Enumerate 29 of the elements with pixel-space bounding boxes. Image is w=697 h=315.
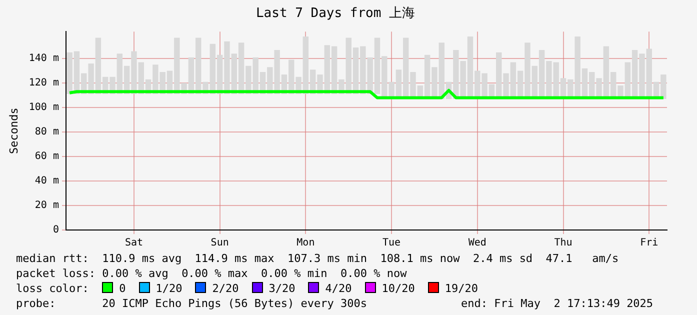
- y-tick-label: 80 m: [34, 126, 59, 138]
- text: packet loss: 0.00 % avg 0.00 % max 0.00 % min 0.00 % now: [16, 266, 408, 281]
- text: loss color:: [16, 282, 89, 295]
- text: 0: [119, 282, 126, 295]
- text: median rtt: 110.9 ms avg 114.9 ms max 107.3 ms min 108.1 ms now 2.4 ms sd 47.1 am/s: [16, 251, 619, 266]
- y-tick-label: 100 m: [28, 102, 59, 114]
- text: 3/20: [268, 282, 296, 295]
- chart-title: Last 7 Days from 上海: [256, 6, 416, 22]
- text: 4/20: [325, 282, 352, 295]
- y-tick-label: 60 m: [34, 151, 59, 162]
- text: 2/20: [212, 282, 239, 295]
- text: 19/20: [444, 282, 478, 295]
- y-axis-title: Seconds: [7, 108, 20, 154]
- x-tick-label: Thu: [554, 238, 572, 249]
- y-tick-label: 20 m: [34, 200, 59, 212]
- text: 1/20: [156, 282, 182, 295]
- y-tick-label: 40 m: [34, 176, 59, 187]
- y-tick-label: 0: [52, 224, 59, 236]
- text: 10/20: [382, 282, 415, 295]
- text: probe: 20 ICMP Echo Pings (56 Bytes) every 300s: [16, 297, 367, 310]
- x-tick-label: Sun: [210, 238, 229, 249]
- text: end: Fri May 2 17:13:49 2025: [461, 296, 654, 311]
- x-tick-label: Tue: [382, 238, 401, 249]
- x-tick-label: Wed: [468, 238, 486, 249]
- x-tick-label: Fri: [640, 238, 658, 249]
- y-tick-label: 140 m: [28, 53, 59, 64]
- x-tick-label: Mon: [296, 238, 315, 249]
- y-tick-label: 120 m: [28, 78, 59, 89]
- x-tick-label: Sat: [124, 238, 143, 249]
